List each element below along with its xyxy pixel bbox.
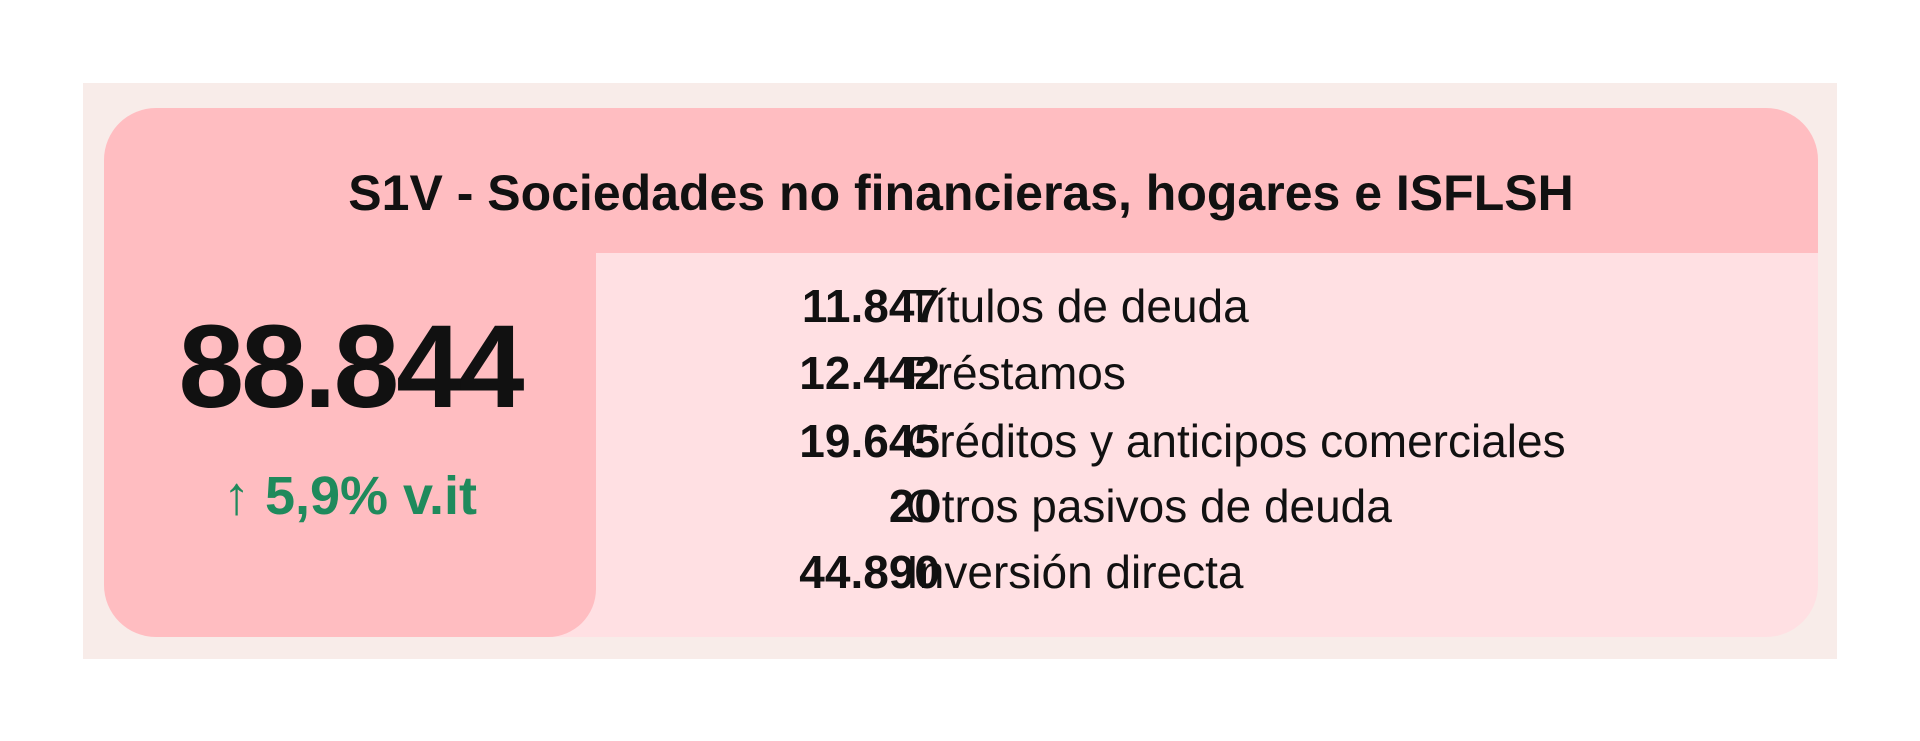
row-value: 12.442 <box>799 347 940 399</box>
row-value: 11.847 <box>801 280 940 332</box>
row-value: 19.645 <box>799 415 940 467</box>
summary-block <box>104 248 596 637</box>
total-value: 88.844 <box>178 301 525 433</box>
title: S1V - Sociedades no financieras, hogares… <box>348 165 1574 221</box>
row-value: 44.890 <box>799 546 940 598</box>
row-label: Inversión directa <box>906 546 1244 598</box>
row-label: Préstamos <box>906 347 1126 399</box>
row-label: Créditos y anticipos comerciales <box>906 415 1566 467</box>
change-indicator: ↑ 5,9% v.it <box>222 466 478 526</box>
row-label: Otros pasivos de deuda <box>906 480 1392 532</box>
card: S1V - Sociedades no financieras, hogares… <box>104 108 1818 637</box>
row-label: Títulos de deuda <box>906 280 1249 332</box>
row-value: 20 <box>888 480 940 532</box>
header-band <box>104 108 1818 253</box>
